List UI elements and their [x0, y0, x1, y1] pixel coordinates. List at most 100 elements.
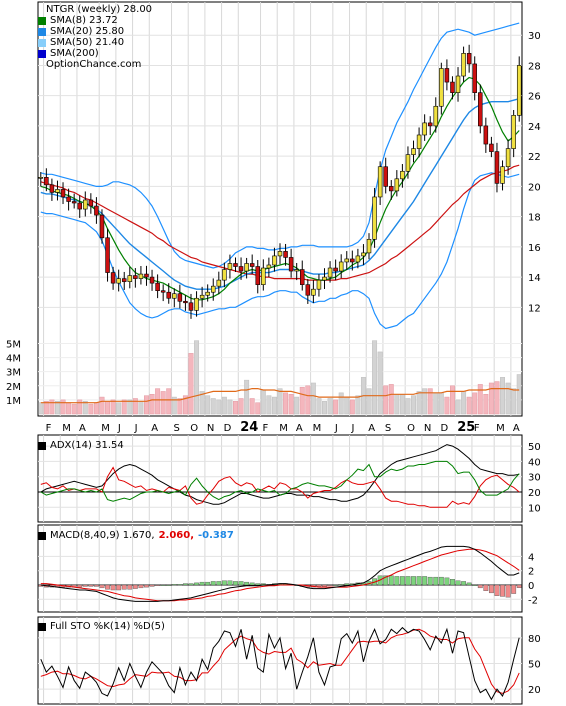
legend-item-sma8: SMA(8) 23.72 — [38, 15, 144, 26]
volume-bar — [372, 340, 378, 415]
volume-bar — [427, 388, 433, 415]
legend-label: SMA(50) 21.40 — [50, 37, 125, 48]
macd-histogram-bar — [155, 584, 161, 587]
candle-body — [333, 267, 338, 272]
adx-tick-label: 40 — [528, 457, 541, 468]
x-tick-label: 24 — [240, 420, 258, 435]
x-tick-label: M — [496, 423, 505, 434]
sto-label: Full STO %K(14) %D(5) — [50, 621, 165, 632]
macd-histogram-bar — [238, 581, 244, 586]
macd-histogram-bar — [82, 584, 88, 587]
macd-histogram-bar — [472, 584, 478, 587]
candle-body — [455, 75, 461, 93]
candle-body — [60, 189, 66, 198]
volume-tick-label: 1M — [6, 396, 21, 407]
candle-body — [272, 255, 277, 266]
volume-bar — [516, 374, 522, 415]
volume-bar — [310, 382, 316, 415]
volume-bar — [132, 398, 138, 415]
candle-body — [71, 201, 77, 204]
sto-d-line — [40, 628, 520, 694]
volume-tick-label: 3M — [6, 368, 21, 379]
volume-bar — [149, 394, 155, 415]
macd-histogram-bar — [438, 576, 444, 586]
candle-body — [466, 53, 472, 65]
candle-body — [450, 81, 455, 93]
candle-body — [77, 202, 82, 210]
macd-histogram-bar — [433, 576, 439, 586]
macd-panel-frame — [37, 524, 523, 613]
candle-body — [244, 263, 249, 272]
macd-histogram-bar — [427, 576, 433, 586]
x-tick-label: A — [513, 423, 520, 434]
volume-tick-label: 5M — [6, 339, 21, 350]
macd-histogram-bar — [327, 584, 333, 587]
candle-body — [389, 186, 394, 192]
volume-bar — [121, 399, 127, 415]
volume-bar — [322, 401, 327, 415]
candle-body — [516, 65, 522, 116]
candle-body — [294, 269, 299, 272]
volume-bar — [233, 401, 238, 415]
price-tick-label: 26 — [528, 92, 541, 103]
volume-bar — [355, 395, 361, 415]
price-tick-label: 30 — [528, 31, 541, 42]
volume-bar — [210, 398, 216, 415]
candle-body — [361, 252, 366, 257]
candle-body — [416, 134, 422, 149]
candle-body — [261, 267, 266, 285]
candle-body — [216, 279, 222, 287]
volume-bar — [405, 398, 411, 415]
candle-body — [405, 154, 411, 172]
volume-bar — [199, 391, 205, 415]
macd-histogram-bar — [149, 584, 155, 587]
candle-body — [427, 122, 433, 127]
x-tick-label: O — [407, 423, 415, 434]
candle-body — [83, 199, 88, 210]
volume-bar — [160, 391, 166, 415]
volume-bar — [127, 399, 133, 415]
candle-body — [344, 258, 350, 263]
x-tick-label: J — [334, 423, 338, 434]
candle-body — [394, 178, 400, 192]
x-tick-label: A — [368, 423, 375, 434]
adx-tick-label: 30 — [528, 473, 541, 484]
adx-tick-label: 20 — [528, 488, 541, 499]
macd-histogram-bar — [121, 584, 127, 590]
x-tick-label: D — [441, 423, 449, 434]
macd-histogram-bar — [455, 580, 461, 586]
macd-histogram-bar — [88, 584, 94, 587]
x-tick-label: M — [62, 423, 71, 434]
volume-bar — [105, 401, 111, 415]
price-tick-label: 14 — [528, 273, 541, 284]
volume-bar — [466, 396, 472, 415]
sto-swatch — [38, 622, 46, 631]
volume-bar — [188, 353, 194, 415]
macd-tick-label: 4 — [528, 552, 534, 563]
volume-bar — [505, 382, 511, 415]
macd-label: MACD(8,40,9) 1.670, — [50, 530, 155, 541]
macd-histogram-bar — [227, 580, 233, 586]
macd-histogram-bar — [500, 584, 505, 597]
candle-body — [121, 278, 127, 282]
adx-label: ADX(14) 31.54 — [50, 440, 124, 451]
adx-panel-frame — [37, 434, 523, 523]
volume-bar — [494, 381, 500, 415]
x-tick-label: J — [134, 423, 138, 434]
x-tick-label: D — [224, 423, 232, 434]
macd-histogram-bar — [338, 584, 344, 586]
volume-bar — [138, 401, 144, 415]
chart-title: NTGR (weekly) 28.00 — [46, 4, 153, 15]
candle-body — [88, 199, 94, 207]
macd-histogram-bar — [199, 581, 205, 586]
candle-body — [94, 205, 99, 216]
volume-bar — [277, 388, 283, 415]
volume-bar — [349, 399, 355, 415]
volume-bar — [411, 395, 416, 415]
candle-body — [172, 293, 177, 299]
x-tick-label: S — [174, 423, 180, 434]
macd-histogram-bar — [494, 584, 500, 596]
macd-histogram-bar — [461, 581, 467, 586]
volume-bar — [49, 399, 55, 415]
